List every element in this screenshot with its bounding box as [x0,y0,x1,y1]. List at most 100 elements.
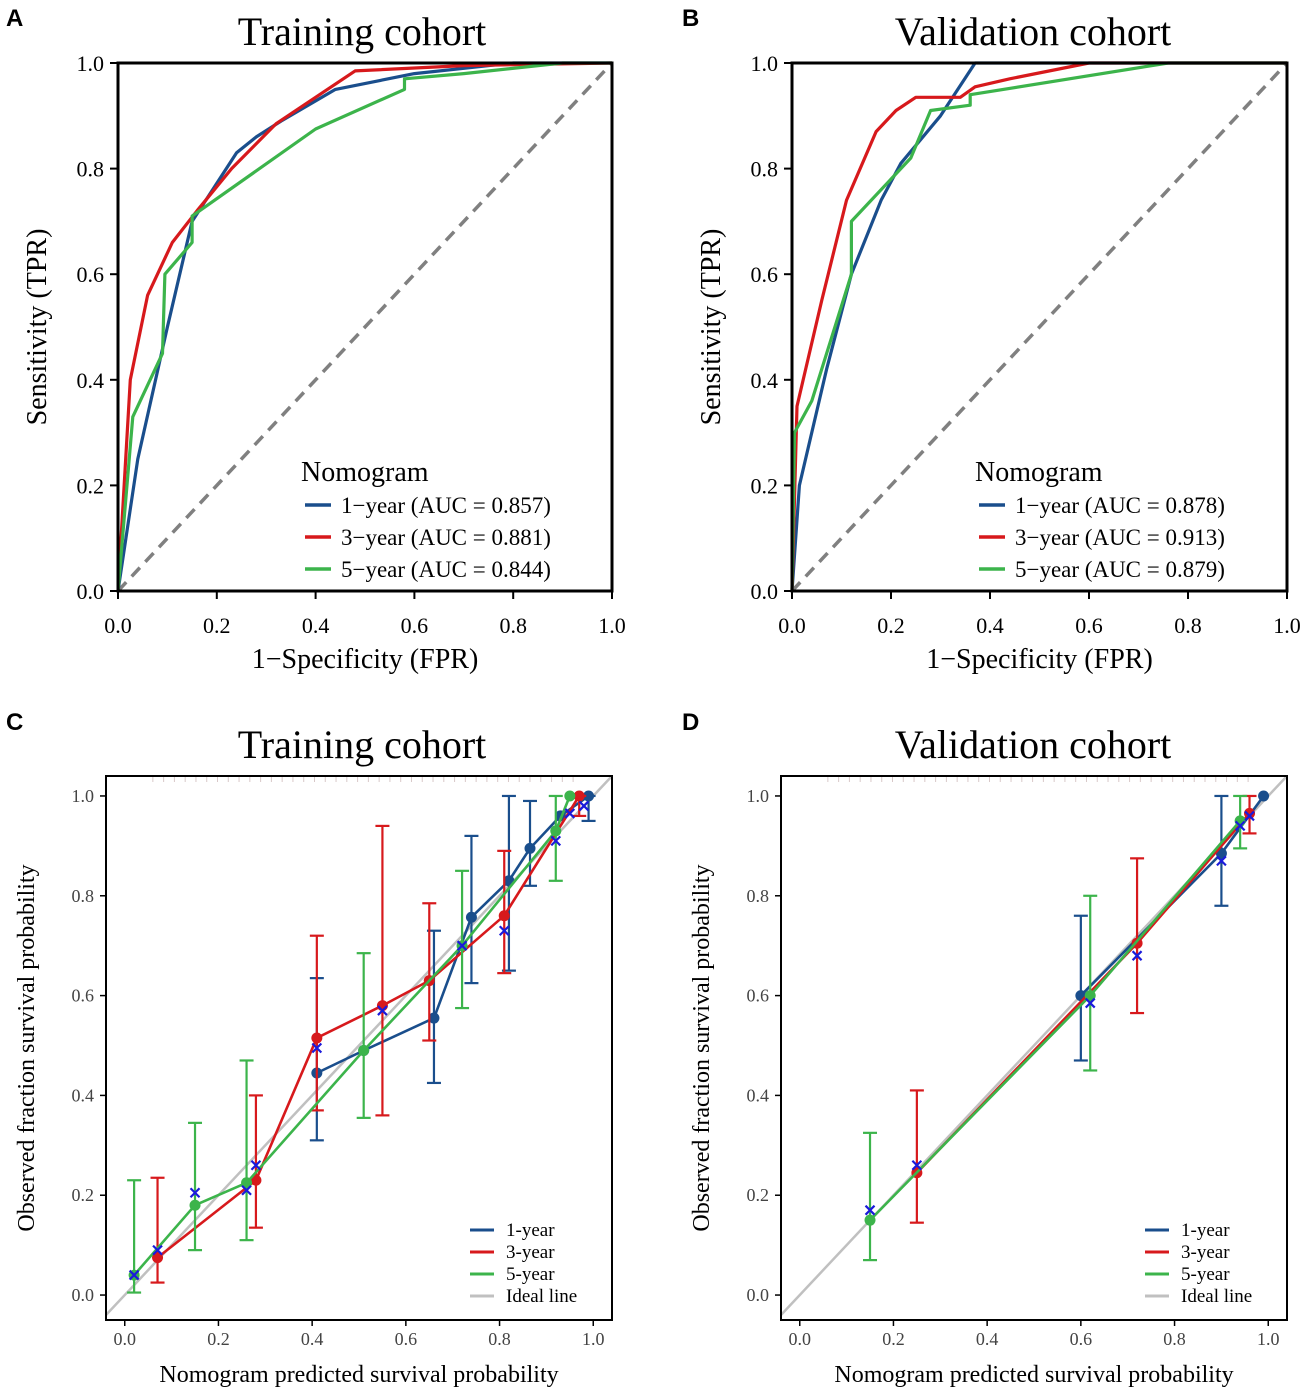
calibration-point [573,790,585,802]
calibration-point [1258,790,1270,802]
y-tick-label: 0.6 [751,262,779,287]
x-tick-label: 0.2 [203,613,231,638]
y-tick-label: 0.0 [77,579,105,604]
x-axis-label: Nomogram predicted survival probability [159,1362,558,1388]
cross-marker [456,940,468,951]
y-axis-label: Observed fraction survival probability [14,864,40,1231]
panel-d: D Validation cohort 0.0 0.2 0.4 0.6 0.8 1.0 0.0 0… [682,709,1288,1388]
cross-marker [1131,950,1143,961]
y-axis-label: Sensitivity (TPR) [696,229,727,426]
legend-title: Nomogram [301,457,429,488]
legend-label: 5-year [1181,1264,1230,1285]
y-tick-label: 1.0 [751,51,779,76]
plot-frame [780,775,1288,1321]
x-tick-label: 0.8 [1163,1329,1186,1349]
calibration-point [152,1252,164,1264]
reference-diagonal [790,61,1289,593]
cross-marker [189,1187,201,1199]
plot-frame [116,61,614,593]
y-tick-label: 0.8 [747,886,770,906]
y-tick-label: 0.6 [72,986,95,1006]
y-tick-label: 0.0 [747,1285,770,1305]
calibration-point [550,825,562,837]
legend-label: 3−year (AUC = 0.881) [341,525,551,550]
y-tick-label: 0.2 [747,1185,770,1205]
y-axis-label: Observed fraction survival probability [689,864,715,1231]
legend-label: 5-year [506,1264,555,1285]
x-tick-label: 1.0 [1273,613,1301,638]
calibration-point [250,1174,262,1186]
calibration-point [864,1214,876,1226]
chart-title: Validation cohort [895,722,1172,767]
legend-title: Nomogram [975,457,1103,488]
x-tick-label: 1.0 [1257,1329,1280,1349]
x-tick-label: 0.2 [207,1329,230,1349]
legend-label: 5−year (AUC = 0.879) [1015,557,1225,582]
panel-b: B Validation cohort 0.0 0.2 0.4 0.6 0.8 1.0 0.0 0… [682,5,1301,675]
x-tick-label: 0.8 [499,613,527,638]
roc-curve-2 [116,61,613,592]
roc-curve-3 [790,61,1287,592]
legend-label: 3-year [1181,1242,1230,1263]
calibration-point [1084,990,1096,1002]
calibration-point [498,910,510,922]
cross-marker [241,1184,252,1196]
chart-title: Training cohort [238,722,487,767]
x-tick-label: 0.4 [302,613,330,638]
y-tick-label: 0.4 [77,368,105,393]
cross-marker [152,1244,163,1256]
legend-label: 3−year (AUC = 0.913) [1015,525,1225,550]
chart-title: Validation cohort [895,9,1172,54]
x-tick-label: 0.6 [395,1329,418,1349]
x-tick-label: 0.6 [1070,1329,1093,1349]
legend-label: 3-year [506,1242,555,1263]
calibration-point [1244,807,1256,819]
legend-label: 1−year (AUC = 0.878) [1015,493,1225,518]
x-tick-label: 0.2 [882,1329,905,1349]
x-tick-label: 0.6 [1075,613,1103,638]
calibration-line-2 [156,795,581,1259]
y-tick-label: 0.6 [77,262,105,287]
x-tick-label: 1.0 [598,613,626,638]
cross-marker [498,925,510,936]
y-tick-label: 1.0 [77,51,105,76]
cross-marker [250,1160,262,1171]
calibration-point [358,1044,370,1056]
legend-label: Ideal line [1181,1286,1252,1307]
legend-label: 1-year [506,1220,555,1241]
cross-marker [1216,855,1227,867]
y-tick-label: 0.8 [72,886,95,906]
calibration-point [428,1012,440,1024]
x-tick-label: 1.0 [582,1329,605,1349]
x-tick-label: 0.0 [113,1329,136,1349]
panel-a: A Training cohort 0.0 0.2 0.4 0.6 0.8 1.0 0.0 0.2… [6,5,626,675]
cross-marker [1084,997,1096,1009]
cross-marker [311,1042,323,1054]
x-tick-label: 0.4 [301,1329,324,1349]
cross-marker [911,1160,923,1171]
panel-label: A [6,5,23,32]
panel-label: B [682,5,699,32]
reference-diagonal [116,61,614,593]
x-axis-label: 1−Specificity (FPR) [252,644,479,675]
x-tick-label: 0.4 [976,1329,999,1349]
cross-marker [864,1204,876,1216]
y-tick-label: 0.2 [77,473,105,498]
x-tick-label: 0.0 [778,613,806,638]
calibration-point [583,790,595,802]
cross-marker [1244,810,1255,822]
roc-curve-2 [790,61,1287,592]
cross-marker [128,1269,140,1281]
x-tick-label: 0.6 [401,613,429,638]
x-axis-label: Nomogram predicted survival probability [834,1362,1233,1388]
cross-marker [578,800,590,812]
legend-label: 5−year (AUC = 0.844) [341,557,551,582]
panel-label: C [6,709,23,736]
x-tick-label: 0.8 [488,1329,511,1349]
plot-frame [105,775,613,1321]
roc-curve-3 [116,61,612,592]
y-tick-label: 0.4 [751,368,779,393]
calibration-point [524,842,536,854]
cross-marker [550,835,562,847]
